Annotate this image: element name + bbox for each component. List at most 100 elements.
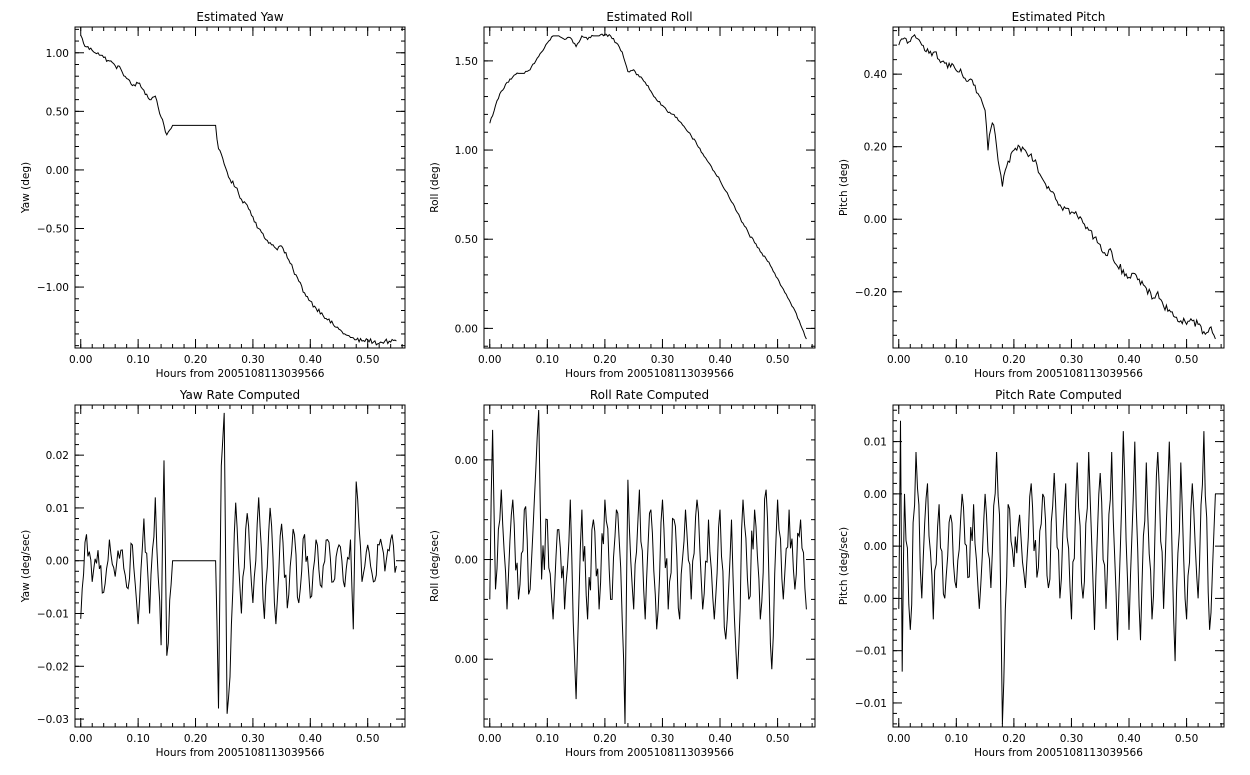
x-tick-label: 0.20 [593, 733, 616, 745]
y-tick-label: 0.00 [455, 455, 478, 467]
x-axis-label: Hours from 2005108113039566 [974, 368, 1143, 380]
x-tick-label: 0.20 [1002, 733, 1025, 745]
series-line [898, 420, 1216, 724]
y-axis-label: Roll (deg/sec) [429, 530, 441, 602]
chart-panel-3: Estimated Pitch Hours from 20051081130395… [838, 10, 1225, 380]
x-tick-label: 0.50 [356, 354, 379, 366]
y-tick-label: 0.50 [455, 234, 478, 246]
x-tick-label: 0.10 [536, 354, 559, 366]
y-tick-label: 0.00 [864, 214, 887, 226]
series-line [489, 33, 807, 340]
y-tick-label: 0.20 [864, 142, 887, 154]
series-line [80, 34, 397, 346]
x-axis-label: Hours from 2005108113039566 [156, 747, 325, 759]
plot-frame [483, 404, 816, 728]
chart-title: Estimated Yaw [196, 10, 283, 24]
y-tick-label: −0.01 [855, 646, 887, 658]
y-tick-label: 0.00 [46, 556, 69, 568]
x-tick-label: 0.00 [887, 354, 910, 366]
plot-frame [892, 26, 1225, 349]
x-tick-label: 0.50 [1175, 354, 1198, 366]
x-tick-label: 0.20 [1002, 354, 1025, 366]
plot-frame [74, 26, 406, 349]
x-tick-label: 0.40 [1117, 733, 1140, 745]
y-tick-label: 0.40 [864, 69, 887, 81]
y-tick-label: 0.01 [864, 437, 887, 449]
y-axis-label: Yaw (deg) [20, 162, 32, 214]
x-tick-label: 0.10 [126, 354, 149, 366]
x-axis-label: Hours from 2005108113039566 [565, 747, 734, 759]
x-tick-label: 0.40 [299, 733, 322, 745]
y-tick-label: 0.00 [864, 489, 887, 501]
chart-title: Yaw Rate Computed [179, 388, 300, 402]
y-tick-label: −0.20 [855, 287, 887, 299]
x-tick-label: 0.00 [478, 354, 501, 366]
x-tick-label: 0.40 [708, 733, 731, 745]
x-axis-label: Hours from 2005108113039566 [156, 368, 325, 380]
x-tick-label: 0.00 [887, 733, 910, 745]
chart-panel-1: Estimated Yaw Hours from 2005108113039566… [20, 10, 406, 380]
series-line [489, 409, 807, 725]
y-tick-label: 0.00 [455, 654, 478, 666]
chart-panel-6: Pitch Rate Computed Hours from 2005108113… [838, 388, 1225, 759]
y-tick-label: −1.00 [37, 282, 69, 294]
x-tick-label: 0.10 [536, 733, 559, 745]
y-axis-label: Roll (deg) [429, 162, 441, 212]
chart-title: Roll Rate Computed [590, 388, 709, 402]
x-tick-label: 0.10 [945, 354, 968, 366]
series-line [80, 412, 397, 714]
x-tick-label: 0.40 [299, 354, 322, 366]
plot-frame [892, 404, 1225, 728]
x-tick-label: 0.30 [1060, 354, 1083, 366]
x-tick-label: 0.50 [766, 354, 789, 366]
chart-title: Estimated Roll [606, 10, 692, 24]
x-tick-label: 0.40 [1117, 354, 1140, 366]
y-tick-label: −0.50 [37, 224, 69, 236]
x-tick-label: 0.10 [945, 733, 968, 745]
x-tick-label: 0.10 [126, 733, 149, 745]
x-axis-label: Hours from 2005108113039566 [565, 368, 734, 380]
x-tick-label: 0.20 [184, 733, 207, 745]
x-tick-label: 0.50 [766, 733, 789, 745]
series-line [898, 33, 1216, 340]
x-tick-label: 0.00 [69, 733, 92, 745]
y-tick-label: 0.00 [46, 165, 69, 177]
y-tick-label: −0.01 [37, 609, 69, 621]
y-tick-label: 0.00 [864, 541, 887, 553]
chart-panel-5: Roll Rate Computed Hours from 20051081130… [429, 388, 816, 759]
x-tick-label: 0.30 [1060, 733, 1083, 745]
y-tick-label: −0.03 [37, 714, 69, 726]
x-axis-label: Hours from 2005108113039566 [974, 747, 1143, 759]
chart-panel-4: Yaw Rate Computed Hours from 200510811303… [20, 388, 406, 759]
y-tick-label: −0.02 [37, 661, 69, 673]
y-axis-label: Yaw (deg/sec) [20, 530, 32, 604]
x-tick-label: 0.40 [708, 354, 731, 366]
x-tick-label: 0.00 [478, 733, 501, 745]
y-tick-label: 0.00 [864, 593, 887, 605]
x-tick-label: 0.30 [241, 733, 264, 745]
plot-frame [483, 26, 816, 349]
y-tick-label: 1.00 [46, 48, 69, 60]
x-tick-label: 0.30 [651, 733, 674, 745]
x-tick-label: 0.50 [356, 733, 379, 745]
plot-frame [74, 404, 406, 728]
x-tick-label: 0.30 [241, 354, 264, 366]
y-tick-label: 0.00 [455, 323, 478, 335]
y-tick-label: 0.01 [46, 503, 69, 515]
y-axis-label: Pitch (deg/sec) [838, 527, 850, 605]
y-tick-label: 1.00 [455, 145, 478, 157]
chart-title: Estimated Pitch [1012, 10, 1106, 24]
y-tick-label: −0.01 [855, 698, 887, 710]
x-tick-label: 0.20 [184, 354, 207, 366]
y-tick-label: 1.50 [455, 56, 478, 68]
chart-panel-2: Estimated Roll Hours from 200510811303956… [429, 10, 816, 380]
y-axis-label: Pitch (deg) [838, 159, 850, 216]
x-tick-label: 0.30 [651, 354, 674, 366]
y-tick-label: 0.50 [46, 106, 69, 118]
x-tick-label: 0.00 [69, 354, 92, 366]
chart-title: Pitch Rate Computed [995, 388, 1122, 402]
x-tick-label: 0.50 [1175, 733, 1198, 745]
y-tick-label: 0.00 [455, 555, 478, 567]
y-tick-label: 0.02 [46, 450, 69, 462]
